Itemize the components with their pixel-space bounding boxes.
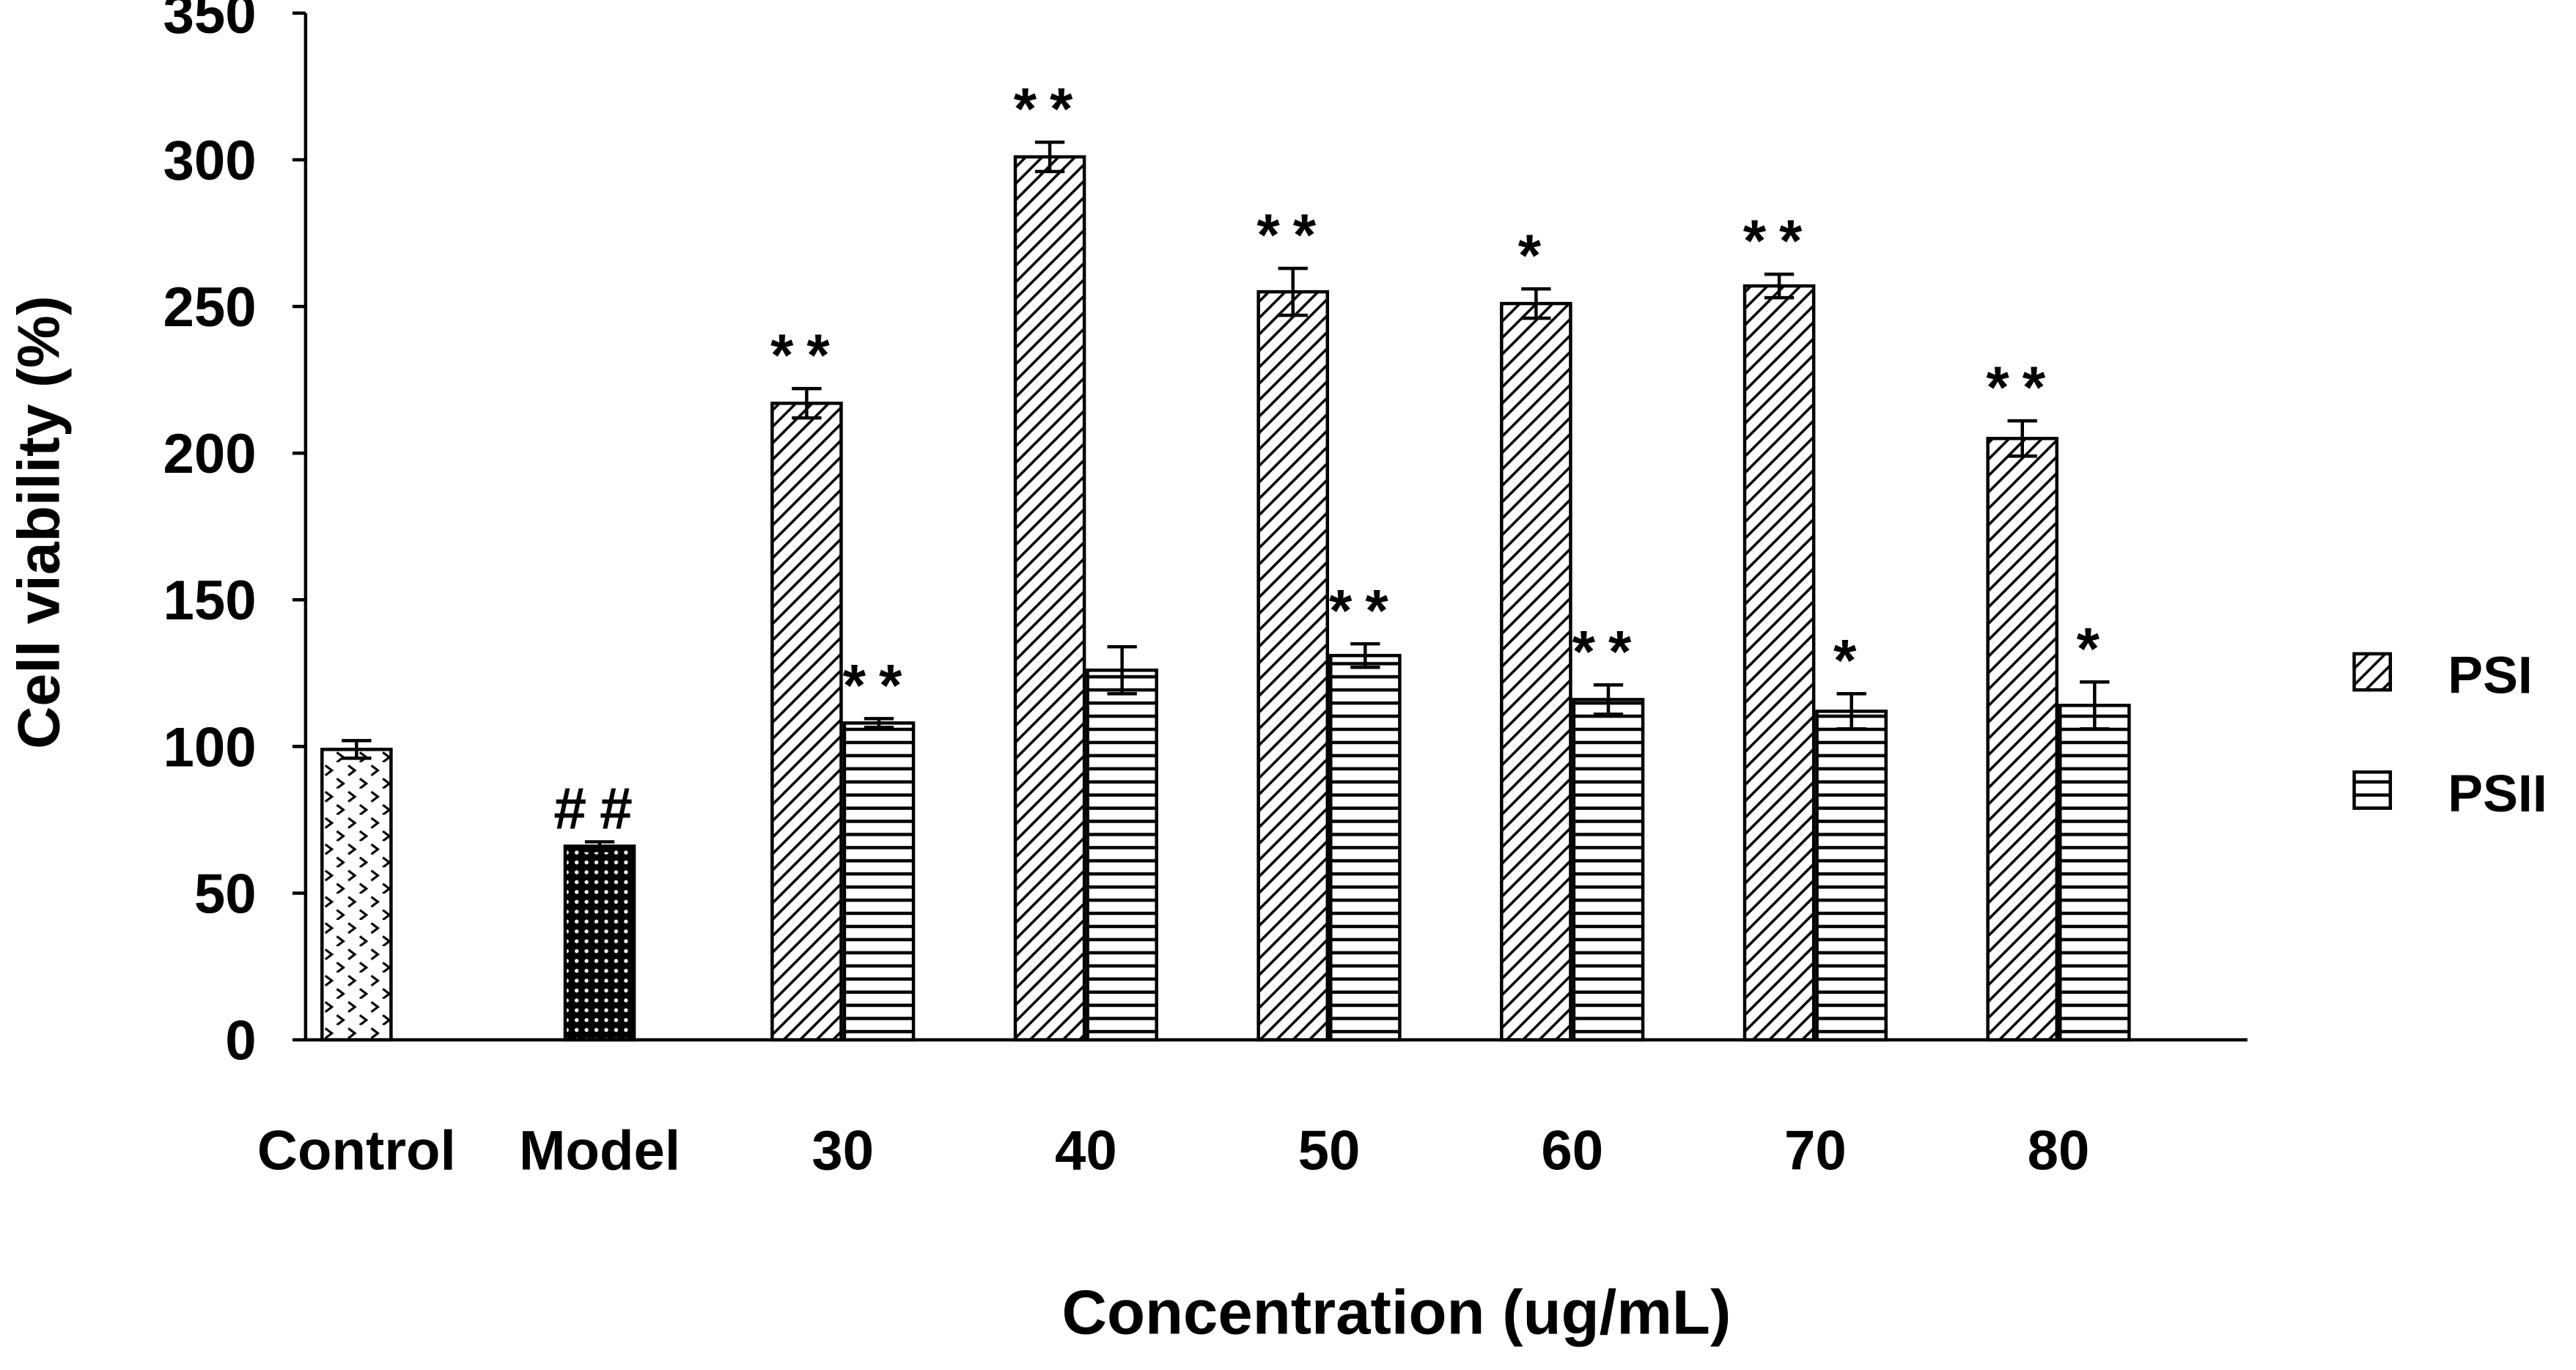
error-bar — [1107, 645, 1137, 696]
y-tick-label: 250 — [163, 276, 257, 339]
bar — [320, 748, 393, 1042]
x-tick-label: 30 — [812, 1120, 874, 1182]
legend-swatch — [2352, 770, 2392, 810]
error-bar — [584, 840, 615, 852]
significance-label: ** — [1986, 355, 2058, 421]
bar — [1500, 301, 1572, 1042]
x-tick-label: Model — [519, 1120, 680, 1182]
x-tick-label: 40 — [1055, 1120, 1117, 1182]
significance-label: ## — [553, 776, 646, 842]
significance-label: * — [1518, 223, 1554, 289]
x-tick-label: 70 — [1784, 1120, 1847, 1182]
error-bar — [1764, 272, 1795, 300]
bar — [1329, 654, 1402, 1042]
bar — [1572, 698, 1645, 1042]
legend-label: PSI — [2448, 647, 2533, 705]
y-tick-label: 300 — [163, 130, 257, 192]
y-tick-label: 50 — [194, 863, 257, 925]
y-tick-label: 350 — [163, 0, 257, 45]
x-tick-label: Control — [257, 1120, 456, 1182]
x-tick-label: 60 — [1541, 1120, 1603, 1182]
bar — [1815, 710, 1888, 1042]
error-bar — [1836, 692, 1866, 731]
bar — [1086, 669, 1158, 1042]
error-bar — [342, 739, 372, 760]
error-bar — [1350, 642, 1380, 669]
y-axis-title: Cell viability (%) — [7, 295, 73, 749]
significance-label: * — [1833, 627, 1869, 693]
bar — [1743, 284, 1816, 1042]
bar — [1013, 155, 1086, 1042]
significance-label: ** — [1572, 619, 1645, 685]
bar — [1986, 436, 2059, 1042]
significance-label: ** — [1256, 202, 1329, 268]
x-axis-title: Concentration (ug/mL) — [1062, 1278, 1732, 1348]
error-bar — [2007, 419, 2037, 458]
bar — [2058, 704, 2131, 1042]
error-bar — [2080, 680, 2110, 731]
bar — [770, 401, 843, 1042]
y-tick-label: 100 — [163, 716, 257, 778]
error-bar — [1034, 140, 1065, 174]
y-tick-label: 150 — [163, 570, 257, 632]
significance-label: ** — [1329, 578, 1402, 644]
significance-label: ** — [843, 652, 916, 718]
significance-label: ** — [1743, 208, 1816, 274]
y-tick-label: 200 — [163, 423, 257, 485]
bar — [1256, 290, 1330, 1042]
error-bar — [864, 717, 894, 729]
legend-label: PSII — [2448, 765, 2547, 823]
y-tick-label: 0 — [225, 1009, 256, 1072]
legend-swatch — [2352, 652, 2392, 692]
error-bar — [1521, 287, 1551, 320]
significance-label: ** — [1014, 76, 1086, 142]
error-bar — [1593, 683, 1624, 716]
x-tick-label: 50 — [1298, 1120, 1361, 1182]
bar — [563, 844, 636, 1042]
error-bar — [792, 386, 822, 420]
significance-label: * — [2077, 616, 2113, 682]
bar — [842, 721, 916, 1042]
error-bar — [1278, 266, 1308, 317]
x-tick-label: 80 — [2028, 1120, 2090, 1182]
significance-label: ** — [770, 323, 843, 388]
